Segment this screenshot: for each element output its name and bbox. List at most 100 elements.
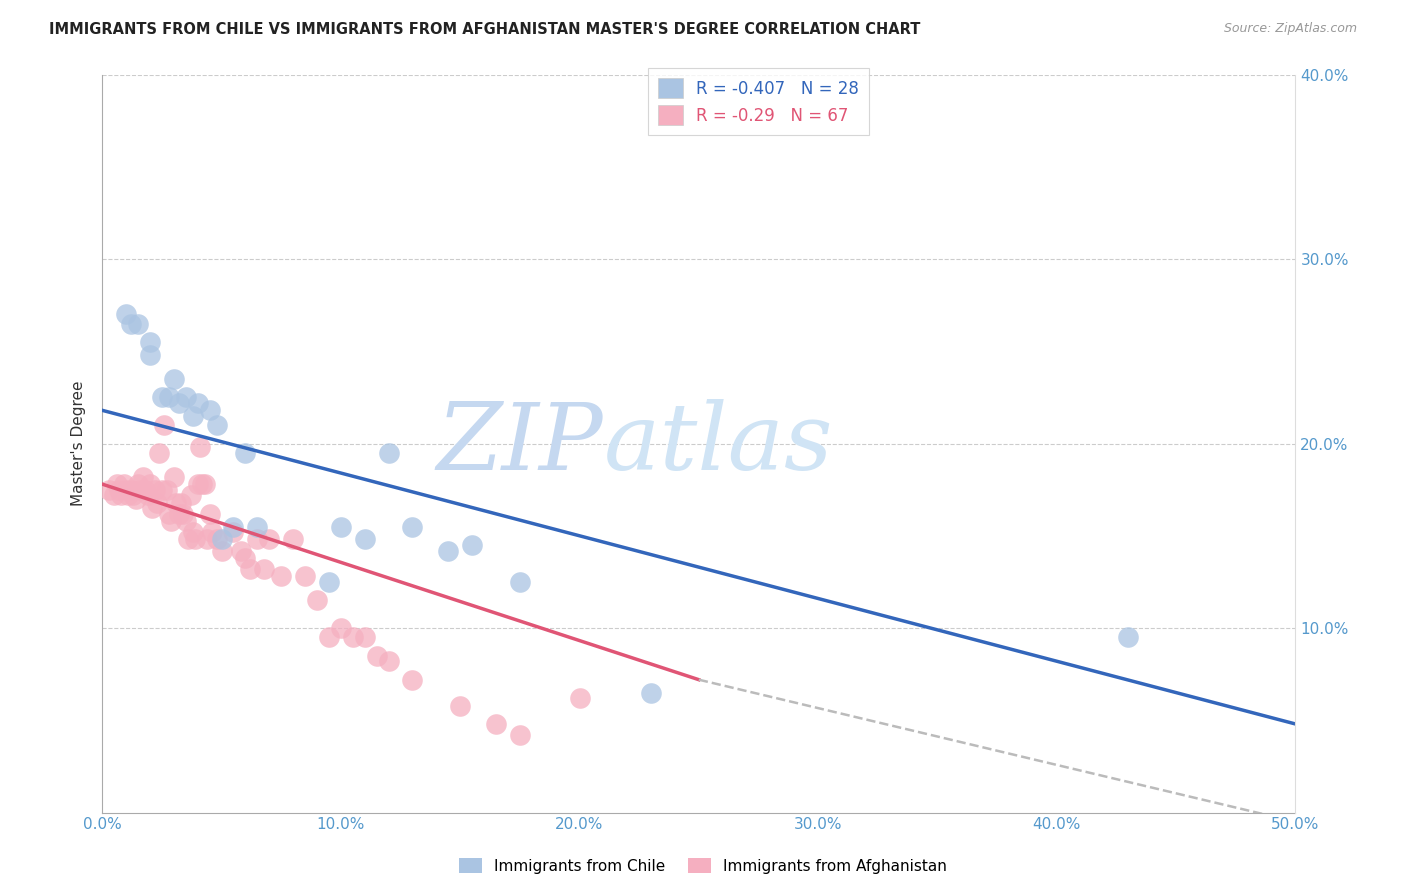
Point: [156, 483, 179, 497]
Point: [112, 477, 135, 491]
Point: [246, 519, 269, 533]
Point: [127, 477, 149, 491]
Point: [205, 418, 228, 433]
Point: [141, 501, 163, 516]
Point: [165, 495, 187, 509]
Point: [366, 648, 388, 663]
Point: [181, 525, 204, 540]
Point: [188, 440, 211, 454]
Point: [150, 483, 173, 497]
Point: [509, 574, 531, 589]
Point: [270, 569, 292, 583]
Point: [353, 630, 375, 644]
Point: [172, 507, 194, 521]
Point: [157, 507, 180, 521]
Point: [163, 469, 186, 483]
Y-axis label: Master's Degree: Master's Degree: [72, 381, 86, 507]
Point: [377, 446, 399, 460]
Point: [211, 533, 233, 547]
Point: [174, 391, 197, 405]
Point: [120, 483, 142, 497]
Point: [449, 698, 471, 713]
Legend: Immigrants from Chile, Immigrants from Afghanistan: Immigrants from Chile, Immigrants from A…: [453, 852, 953, 880]
Point: [150, 391, 173, 405]
Point: [342, 630, 364, 644]
Text: IMMIGRANTS FROM CHILE VS IMMIGRANTS FROM AFGHANISTAN MASTER'S DEGREE CORRELATION: IMMIGRANTS FROM CHILE VS IMMIGRANTS FROM…: [49, 22, 921, 37]
Point: [122, 488, 145, 502]
Point: [129, 483, 152, 497]
Text: ZIP: ZIP: [437, 399, 603, 489]
Point: [132, 469, 155, 483]
Point: [235, 550, 257, 565]
Point: [136, 488, 159, 502]
Point: [127, 317, 149, 331]
Point: [461, 538, 484, 552]
Point: [235, 446, 257, 460]
Point: [167, 507, 190, 521]
Point: [318, 630, 340, 644]
Text: Source: ZipAtlas.com: Source: ZipAtlas.com: [1223, 22, 1357, 36]
Point: [139, 477, 162, 491]
Point: [139, 334, 162, 349]
Point: [205, 533, 228, 547]
Point: [153, 418, 176, 433]
Point: [640, 685, 662, 699]
Point: [187, 477, 209, 491]
Point: [195, 533, 218, 547]
Point: [134, 483, 156, 497]
Point: [143, 483, 166, 497]
Point: [485, 717, 508, 731]
Text: atlas: atlas: [603, 399, 832, 489]
Point: [191, 477, 214, 491]
Point: [353, 533, 375, 547]
Point: [246, 533, 269, 547]
Point: [187, 396, 209, 410]
Point: [167, 396, 190, 410]
Point: [318, 574, 340, 589]
Point: [305, 593, 328, 607]
Point: [222, 525, 245, 540]
Point: [401, 519, 423, 533]
Point: [194, 477, 217, 491]
Point: [103, 488, 125, 502]
Point: [115, 307, 138, 321]
Legend: R = -0.407   N = 28, R = -0.29   N = 67: R = -0.407 N = 28, R = -0.29 N = 67: [648, 68, 869, 136]
Point: [117, 488, 139, 502]
Point: [181, 409, 204, 423]
Point: [110, 488, 132, 502]
Point: [198, 403, 221, 417]
Point: [108, 483, 131, 497]
Point: [281, 533, 304, 547]
Point: [115, 483, 138, 497]
Point: [568, 691, 591, 706]
Point: [174, 514, 197, 528]
Point: [437, 543, 460, 558]
Point: [163, 372, 186, 386]
Point: [146, 495, 169, 509]
Point: [222, 519, 245, 533]
Point: [179, 488, 201, 502]
Point: [294, 569, 316, 583]
Point: [105, 477, 128, 491]
Point: [177, 533, 200, 547]
Point: [201, 525, 224, 540]
Point: [211, 543, 233, 558]
Point: [148, 446, 170, 460]
Point: [157, 391, 180, 405]
Point: [98, 483, 121, 497]
Point: [139, 348, 162, 362]
Point: [239, 562, 262, 576]
Point: [124, 491, 146, 506]
Point: [170, 495, 193, 509]
Point: [377, 654, 399, 668]
Point: [259, 533, 281, 547]
Point: [509, 728, 531, 742]
Point: [1118, 630, 1140, 644]
Point: [229, 543, 252, 558]
Point: [198, 507, 221, 521]
Point: [329, 519, 352, 533]
Point: [329, 621, 352, 635]
Point: [184, 533, 207, 547]
Point: [253, 562, 276, 576]
Point: [160, 514, 183, 528]
